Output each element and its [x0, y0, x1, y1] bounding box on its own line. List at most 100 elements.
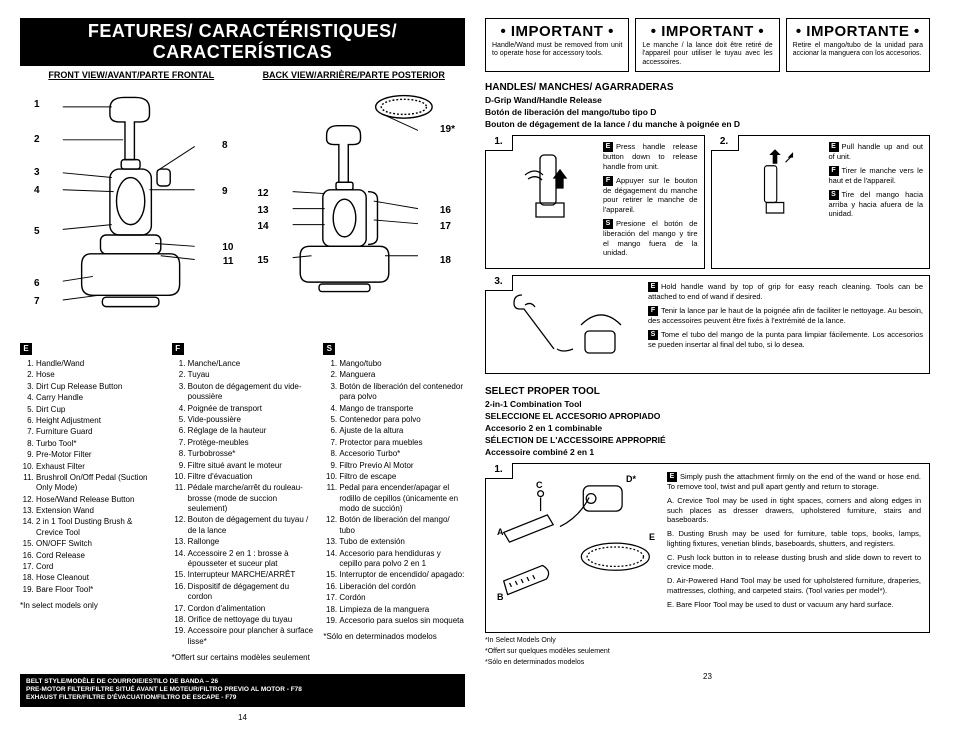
- callout-11: 11: [223, 256, 234, 267]
- callout-15: 15: [258, 255, 269, 266]
- list-item: Protège-meubles: [188, 438, 314, 448]
- important-title-fr: • IMPORTANT •: [642, 23, 772, 40]
- select-note-fr: *Offert sur quelques modèles seulement: [485, 648, 930, 655]
- step1-s: Presione el botón de liberación del mang…: [603, 219, 698, 258]
- back-header: BACK VIEW/ARRIÈRE/PARTE POSTERIOR: [243, 70, 466, 80]
- callout-14: 14: [258, 221, 269, 232]
- step2-e: Pull handle up and out of unit.: [829, 142, 924, 161]
- label-a: A: [497, 527, 504, 537]
- callout-16: 16: [440, 205, 451, 216]
- list-item: Brushroll On/Off Pedal (Suction Only Mod…: [36, 473, 162, 494]
- list-item: Turbobrosse*: [188, 449, 314, 459]
- list-item: Hose: [36, 370, 162, 380]
- list-item: Liberación del cordón: [339, 582, 465, 592]
- left-page: FEATURES/ CARACTÉRISTIQUES/ CARACTERÍSTI…: [20, 18, 465, 720]
- step2-f: Tirer le manche vers le haut et de l'app…: [829, 166, 924, 185]
- step-3-illustration: [502, 282, 642, 367]
- front-vacuum-icon: [20, 88, 238, 333]
- list-item: Handle/Wand: [36, 359, 162, 369]
- callout-7: 7: [34, 296, 40, 307]
- english-column: E Handle/WandHose Dirt Cup Release Button…: [20, 343, 162, 664]
- label-c: C: [536, 480, 543, 490]
- step-1-illustration: [502, 142, 597, 227]
- front-header: FRONT VIEW/AVANT/PARTE FRONTAL: [20, 70, 243, 80]
- spanish-tag: S: [323, 343, 335, 355]
- list-item: Contenedor para polvo: [339, 415, 465, 425]
- english-tag: E: [20, 343, 32, 355]
- list-item: Limpieza de la manguera: [339, 605, 465, 615]
- callout-9: 9: [222, 186, 228, 197]
- important-box-en: • IMPORTANT • Handle/Wand must be remove…: [485, 18, 629, 72]
- step-1-text: EPress handle release button down to rel…: [597, 142, 698, 262]
- list-item: Réglage de la hauteur: [188, 426, 314, 436]
- french-note: *Offert sur certains modèles seulement: [172, 653, 314, 663]
- front-diagram: 1 2 3 4 5 6 7 8 9 10 11: [20, 88, 238, 333]
- label-e: E: [649, 532, 655, 542]
- list-item: Interruptor de encendido/ apagado:: [339, 570, 465, 580]
- step3-e: Hold handle wand by top of grip for easy…: [648, 282, 923, 301]
- tool-d: D. Air-Powered Hand Tool may be used for…: [667, 576, 921, 596]
- callout-1: 1: [34, 99, 40, 110]
- tool-title-en: SELECT PROPER TOOL: [485, 386, 930, 397]
- important-text-fr: Le manche / la lance doit être retiré de…: [642, 42, 772, 67]
- tool-c: C. Push lock button in to release dustin…: [667, 553, 921, 573]
- tool-title-es2: Accesorio 2 en 1 combinable: [485, 423, 930, 433]
- list-item: Filtre d'évacuation: [188, 472, 314, 482]
- view-headers: FRONT VIEW/AVANT/PARTE FRONTAL BACK VIEW…: [20, 70, 465, 80]
- label-d: D*: [626, 474, 636, 484]
- tool-section-headings: SELECT PROPER TOOL 2-in-1 Combination To…: [485, 386, 930, 457]
- list-item: Hose Cleanout: [36, 573, 162, 583]
- tool-e: Simply push the attachment firmly on the…: [667, 472, 921, 491]
- important-row: • IMPORTANT • Handle/Wand must be remove…: [485, 18, 930, 72]
- tools-icon: [494, 472, 659, 622]
- tool-title-en2: 2-in-1 Combination Tool: [485, 399, 930, 409]
- list-item: Botón de liberación del contenedor para …: [339, 382, 465, 403]
- important-box-es: • IMPORTANTE • Retire el mango/tubo de l…: [786, 18, 930, 72]
- step-3-text: EHold handle wand by top of grip for eas…: [642, 282, 923, 367]
- tag-s3: S: [648, 330, 658, 340]
- list-item: Mango de transporte: [339, 404, 465, 414]
- step1-e: Press handle release button down to rele…: [603, 142, 698, 171]
- callout-8: 8: [222, 140, 228, 151]
- list-item: Poignée de transport: [188, 404, 314, 414]
- tag-e4: E: [667, 472, 677, 482]
- back-vacuum-icon: [248, 88, 466, 333]
- list-item: Dispositif de dégagement du cordon: [188, 582, 314, 603]
- list-item: Height Adjustment: [36, 416, 162, 426]
- callout-3: 3: [34, 167, 40, 178]
- tool-title-fr2: Accessoire combiné 2 en 1: [485, 447, 930, 457]
- tag-e2: E: [829, 142, 839, 152]
- list-item: Dirt Cup: [36, 405, 162, 415]
- list-item: Manche/Lance: [188, 359, 314, 369]
- list-item: Filtro de escape: [339, 472, 465, 482]
- important-title-en: • IMPORTANT •: [492, 23, 622, 40]
- list-item: Rallonge: [188, 537, 314, 547]
- label-b: B: [497, 592, 504, 602]
- features-title: FEATURES/ CARACTÉRISTIQUES/ CARACTERÍSTI…: [20, 18, 465, 66]
- list-item: Manguera: [339, 370, 465, 380]
- list-item: Bouton de dégagement du tuyau / de la la…: [188, 515, 314, 536]
- right-page: • IMPORTANT • Handle/Wand must be remove…: [485, 18, 930, 720]
- callout-18: 18: [440, 255, 451, 266]
- list-item: Tubo de extensión: [339, 537, 465, 547]
- list-item: Pédale marche/arrêt du rouleau-brosse (m…: [188, 483, 314, 514]
- list-item: Accesorio para hendiduras y cepillo para…: [339, 549, 465, 570]
- handles-title: HANDLES/ MANCHES/ AGARRADERAS: [485, 82, 930, 93]
- list-item: Mango/tubo: [339, 359, 465, 369]
- french-list: Manche/LanceTuyauBouton de dégagement du…: [172, 359, 314, 647]
- step3-f: Tenir la lance par le haut de la poignée…: [648, 306, 923, 325]
- tool-text: ESimply push the attachment firmly on th…: [659, 472, 921, 624]
- list-item: Carry Handle: [36, 393, 162, 403]
- step-2-num: 2.: [711, 135, 739, 151]
- tag-f: F: [603, 176, 613, 186]
- select-note-en: *In Select Models Only: [485, 637, 930, 644]
- list-item: Dirt Cup Release Button: [36, 382, 162, 392]
- french-tag: F: [172, 343, 184, 355]
- list-item: Accesorio para suelos sin moqueta: [339, 616, 465, 626]
- step-1: 1. EPress handle release button down to …: [485, 135, 705, 269]
- step-2: 2. EPull handle up and out of unit. FTir…: [711, 135, 931, 269]
- tool-step-box: 1.: [485, 463, 930, 633]
- callout-13: 13: [258, 205, 269, 216]
- tag-s: S: [603, 219, 613, 229]
- callout-6: 6: [34, 278, 40, 289]
